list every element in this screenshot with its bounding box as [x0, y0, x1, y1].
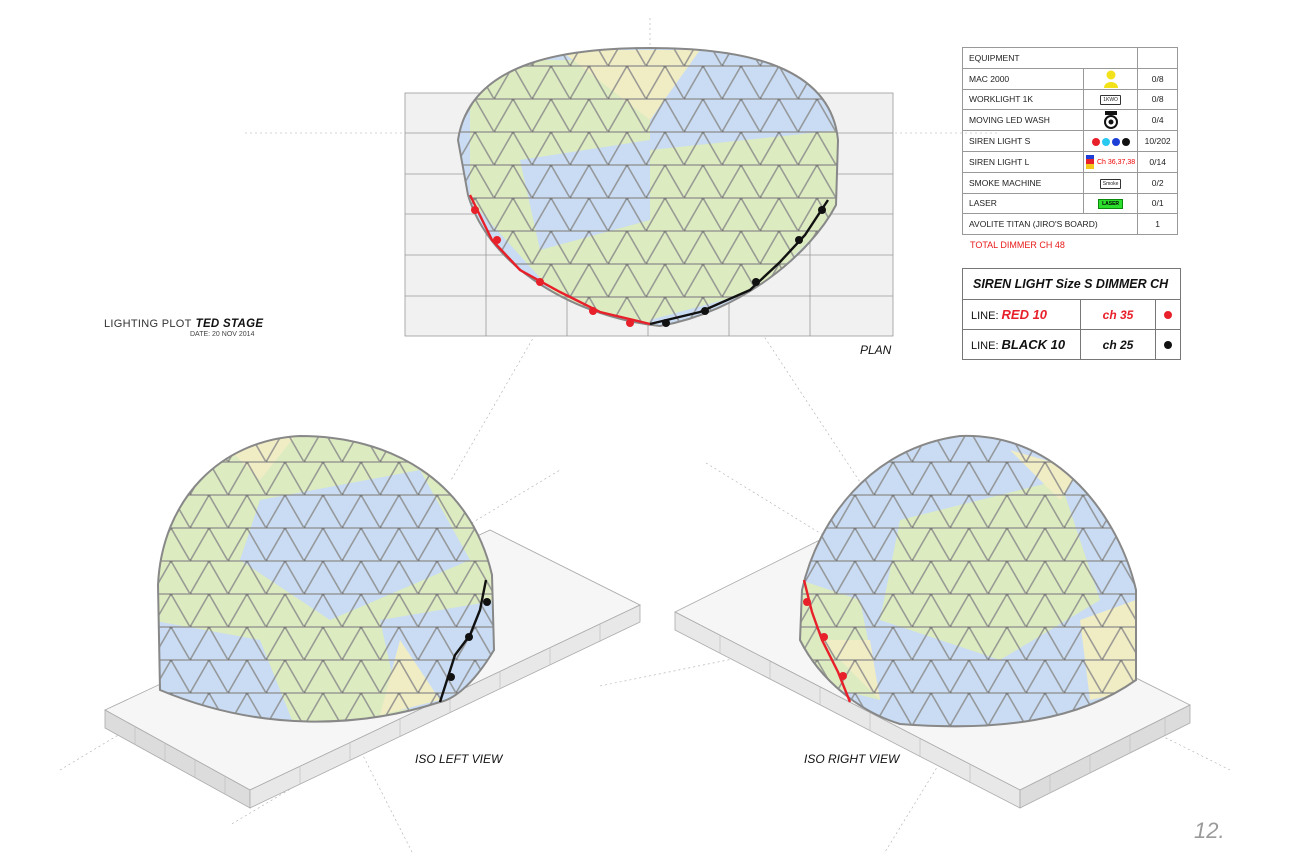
siren-large-icon — [1086, 154, 1094, 169]
equipment-qty: 0/4 — [1137, 109, 1179, 132]
page-number: 12. — [1194, 818, 1225, 843]
channel-value: ch 25 — [1080, 329, 1156, 360]
iso-left-view — [104, 434, 641, 809]
equipment-row: SMOKE MACHINE Smoke 0/2 — [962, 171, 1179, 194]
equipment-table: EQUIPMENT MAC 2000 0/8 WORKLIGHT 1K 1KWO… — [961, 47, 1179, 236]
line-value: BLACK 10 — [1001, 337, 1066, 352]
equipment-row: SIREN LIGHT S 10/202 — [962, 130, 1179, 152]
smoke-machine-icon: Smoke — [1099, 178, 1122, 189]
siren-table-header-row: SIREN LIGHT Size S DIMMER CH — [962, 268, 1181, 300]
equipment-name: MAC 2000 — [962, 67, 1084, 90]
equipment-qty: 0/8 — [1137, 67, 1179, 90]
siren-large-channels: Ch 36,37,38 — [1097, 159, 1136, 167]
siren-row-red: LINE: RED 10 ch 35 — [962, 299, 1181, 330]
plot-title: LIGHTING PLOT TED STAGE — [104, 318, 264, 330]
equipment-row: WORKLIGHT 1K 1KWO 0/8 — [962, 88, 1179, 111]
equipment-qty: 0/1 — [1137, 192, 1179, 215]
equipment-row: SIREN LIGHT L Ch 36,37,38 0/14 — [962, 150, 1179, 173]
equipment-name: LASER — [962, 192, 1084, 215]
equipment-row: MOVING LED WASH 0/4 — [962, 109, 1179, 132]
worklight-icon: 1KWO — [1100, 95, 1121, 106]
siren-dots-icon — [1082, 130, 1139, 152]
equipment-qty: 0/2 — [1137, 171, 1179, 194]
mac2000-person-icon — [1103, 70, 1118, 88]
equipment-qty: 1 — [1137, 213, 1179, 236]
iso-right-view — [674, 434, 1191, 809]
iso-right-label: ISO RIGHT VIEW — [804, 752, 900, 766]
equipment-name: AVOLITE TITAN (JIRO'S BOARD) — [961, 213, 1139, 236]
equipment-name: SIREN LIGHT L — [962, 150, 1084, 173]
line-value: RED 10 — [1001, 307, 1048, 322]
equipment-name: SMOKE MACHINE — [962, 171, 1084, 194]
equipment-qty: 0/8 — [1137, 88, 1179, 111]
plan-black-line — [649, 199, 830, 326]
equipment-qty: 0/14 — [1137, 150, 1179, 173]
equipment-header-row: EQUIPMENT — [961, 47, 1179, 69]
black-dot-icon — [1164, 341, 1172, 350]
line-label: LINE: — [971, 340, 999, 352]
moving-wash-icon — [1103, 111, 1118, 130]
equipment-name: SIREN LIGHT S — [962, 130, 1084, 152]
equipment-name: MOVING LED WASH — [962, 109, 1084, 132]
siren-row-black: LINE: BLACK 10 ch 25 — [962, 329, 1181, 360]
plot-date: DATE: 20 NOV 2014 — [190, 331, 255, 338]
iso-left-label: ISO LEFT VIEW — [415, 752, 503, 766]
laser-icon: LASER — [1098, 199, 1124, 210]
plan-label: PLAN — [860, 343, 892, 357]
equipment-row: AVOLITE TITAN (JIRO'S BOARD) 1 — [961, 213, 1179, 236]
channel-value: ch 35 — [1080, 299, 1156, 330]
equipment-header-qty — [1137, 47, 1179, 69]
equipment-header: EQUIPMENT — [961, 47, 1139, 69]
equipment-qty: 10/202 — [1137, 130, 1179, 152]
equipment-row: LASER LASER 0/1 — [962, 192, 1179, 215]
equipment-name: WORKLIGHT 1K — [962, 88, 1084, 111]
siren-table-title: SIREN LIGHT Size S DIMMER CH — [962, 268, 1181, 300]
line-label: LINE: — [971, 310, 999, 322]
siren-dimmer-table: SIREN LIGHT Size S DIMMER CH LINE: RED 10… — [962, 268, 1181, 360]
title-block: LIGHTING PLOT TED STAGE DATE: 20 NOV 2014 — [104, 318, 264, 338]
equipment-row: MAC 2000 0/8 — [962, 67, 1179, 90]
red-dot-icon — [1164, 311, 1172, 320]
total-dimmer: TOTAL DIMMER CH 48 — [970, 240, 1065, 250]
